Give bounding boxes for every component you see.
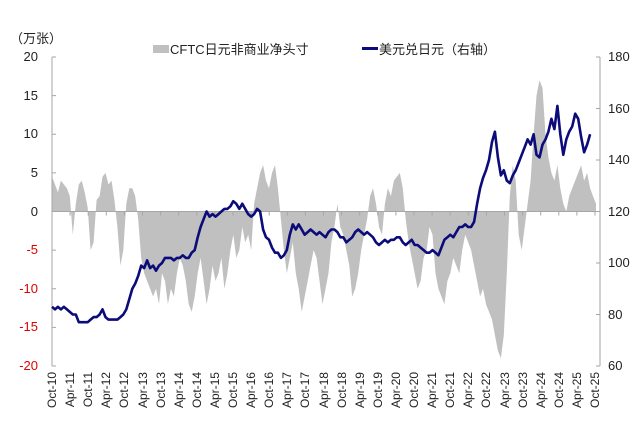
x-axis-label: Apr-24 [533,372,548,409]
x-axis-label: Oct-22 [479,372,494,409]
left-axis-label: -15 [19,319,38,335]
x-axis-label: Apr-19 [352,372,367,409]
left-axis-label: 0 [30,203,38,219]
x-axis-label: Oct-23 [515,372,530,409]
x-axis-label: Oct-11 [81,372,96,408]
right-axis-label: 140 [608,152,630,167]
legend-label-cftc: CFTC日元非商业净头寸 [170,42,309,57]
left-axis-label: 5 [30,164,38,180]
x-axis-label: Apr-14 [171,372,186,409]
left-axis-label: 15 [23,87,38,103]
right-axis-label: 180 [608,49,630,64]
x-axis-label: Apr-22 [461,372,476,409]
x-axis-label: Oct-19 [370,372,385,409]
left-axis-label: -5 [26,242,38,258]
cftc-bars [52,80,596,359]
x-axis-label: Oct-20 [407,372,421,409]
x-axis-label: Apr-25 [569,372,584,409]
legend-item-usdjpy: 美元兑日元（右轴） [362,39,496,58]
x-axis-label: Oct-25 [588,372,602,409]
x-axis-label: Oct-18 [334,372,349,409]
left-axis-label: 20 [23,49,38,64]
x-axis-label: Oct-16 [262,372,277,409]
line-swatch-icon [362,47,378,50]
right-axis-label: 160 [608,100,630,116]
x-axis-label: Apr-17 [280,372,295,409]
legend-item-cftc: CFTC日元非商业净头寸 [153,39,309,58]
x-axis-label: Apr-15 [207,372,222,409]
right-axis-label: 80 [608,306,623,322]
x-axis-label: Apr-12 [99,372,114,409]
left-axis-label: -20 [19,358,38,373]
x-axis-label: Apr-18 [316,372,331,409]
x-axis-label: Oct-10 [45,372,59,409]
x-axis-label: Apr-13 [135,372,150,409]
x-axis-label: Oct-17 [298,372,313,409]
x-axis-label: Apr-23 [497,372,512,409]
bar-swatch-icon [153,44,169,53]
cftc-area [52,80,596,359]
left-axis-unit-label: （万张） [10,31,63,46]
right-axis-label: 120 [608,203,630,219]
right-axis-label: 100 [608,255,630,270]
x-axis-label: Oct-15 [226,372,240,409]
left-axis-label: -10 [19,280,38,296]
x-axis-label: Oct-13 [153,372,168,409]
x-axis-label: Oct-21 [443,372,458,409]
usdjpy-line [51,104,592,324]
x-axis-label: Apr-16 [244,372,259,409]
x-axis-label: Apr-11 [63,372,78,408]
x-axis-label: Oct-24 [551,372,566,409]
axes [51,56,601,367]
x-axis-label: Oct-14 [189,372,204,409]
x-axis-label: Apr-21 [425,372,440,409]
left-axis-label: 10 [23,126,38,142]
legend-label-usdjpy: 美元兑日元（右轴） [379,42,497,57]
x-axis-label: Apr-20 [388,372,403,409]
right-axis-label: 60 [608,358,623,373]
x-axis-label: Oct-12 [117,372,132,409]
